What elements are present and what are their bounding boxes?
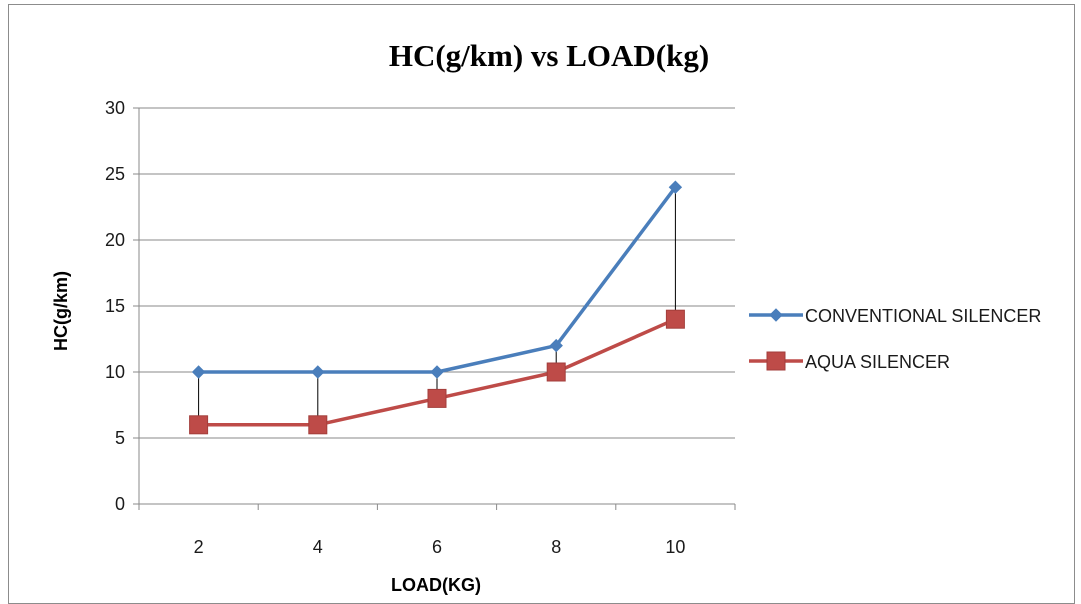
series-layer	[189, 180, 685, 435]
data-point-diamond	[430, 365, 444, 379]
y-tick-label: 15	[105, 296, 125, 316]
data-point-square	[189, 415, 209, 435]
data-point-square	[427, 388, 447, 408]
data-point-square	[308, 415, 328, 435]
x-tick-label: 8	[551, 537, 561, 557]
y-tick-label: 30	[105, 98, 125, 118]
legend-item: AQUA SILENCER	[749, 351, 950, 372]
data-point-square	[546, 362, 566, 382]
data-point-square	[766, 351, 786, 371]
legend-item: CONVENTIONAL SILENCER	[749, 306, 1041, 326]
legend-label: CONVENTIONAL SILENCER	[805, 306, 1041, 326]
chart-frame: HC(g/km) vs LOAD(kg) 0 5 10 15 20 25 30 2 4 6 8 10…	[8, 4, 1075, 604]
data-point-diamond	[311, 365, 325, 379]
axes	[133, 107, 736, 510]
y-tick-labels: 0 5 10 15 20 25 30	[105, 98, 125, 514]
series-line	[198, 186, 677, 374]
y-tick-label: 0	[115, 494, 125, 514]
y-tick-label: 20	[105, 230, 125, 250]
x-tick-label: 2	[194, 537, 204, 557]
data-point-square	[665, 309, 685, 329]
series-aqua-silencer	[189, 309, 685, 435]
y-tick-label: 10	[105, 362, 125, 382]
y-tick-label: 5	[115, 428, 125, 448]
y-axis-title: HC(g/km)	[51, 271, 71, 351]
data-point-diamond	[549, 338, 563, 353]
x-tick-labels: 2 4 6 8 10	[194, 537, 686, 557]
chart-title: HC(g/km) vs LOAD(kg)	[389, 38, 709, 73]
series-conventional-silencer	[191, 180, 683, 379]
x-axis-title: LOAD(KG)	[391, 575, 481, 595]
data-point-diamond	[769, 308, 783, 322]
legend: CONVENTIONAL SILENCER AQUA SILENCER	[749, 306, 1041, 372]
x-tick-label: 6	[432, 537, 442, 557]
data-point-diamond	[668, 180, 683, 194]
data-point-diamond	[191, 365, 206, 379]
x-tick-label: 4	[313, 537, 323, 557]
y-tick-label: 25	[105, 164, 125, 184]
legend-label: AQUA SILENCER	[805, 352, 950, 372]
chart: HC(g/km) vs LOAD(kg) 0 5 10 15 20 25 30 2 4 6 8 10…	[51, 38, 1041, 595]
x-tick-label: 10	[665, 537, 685, 557]
